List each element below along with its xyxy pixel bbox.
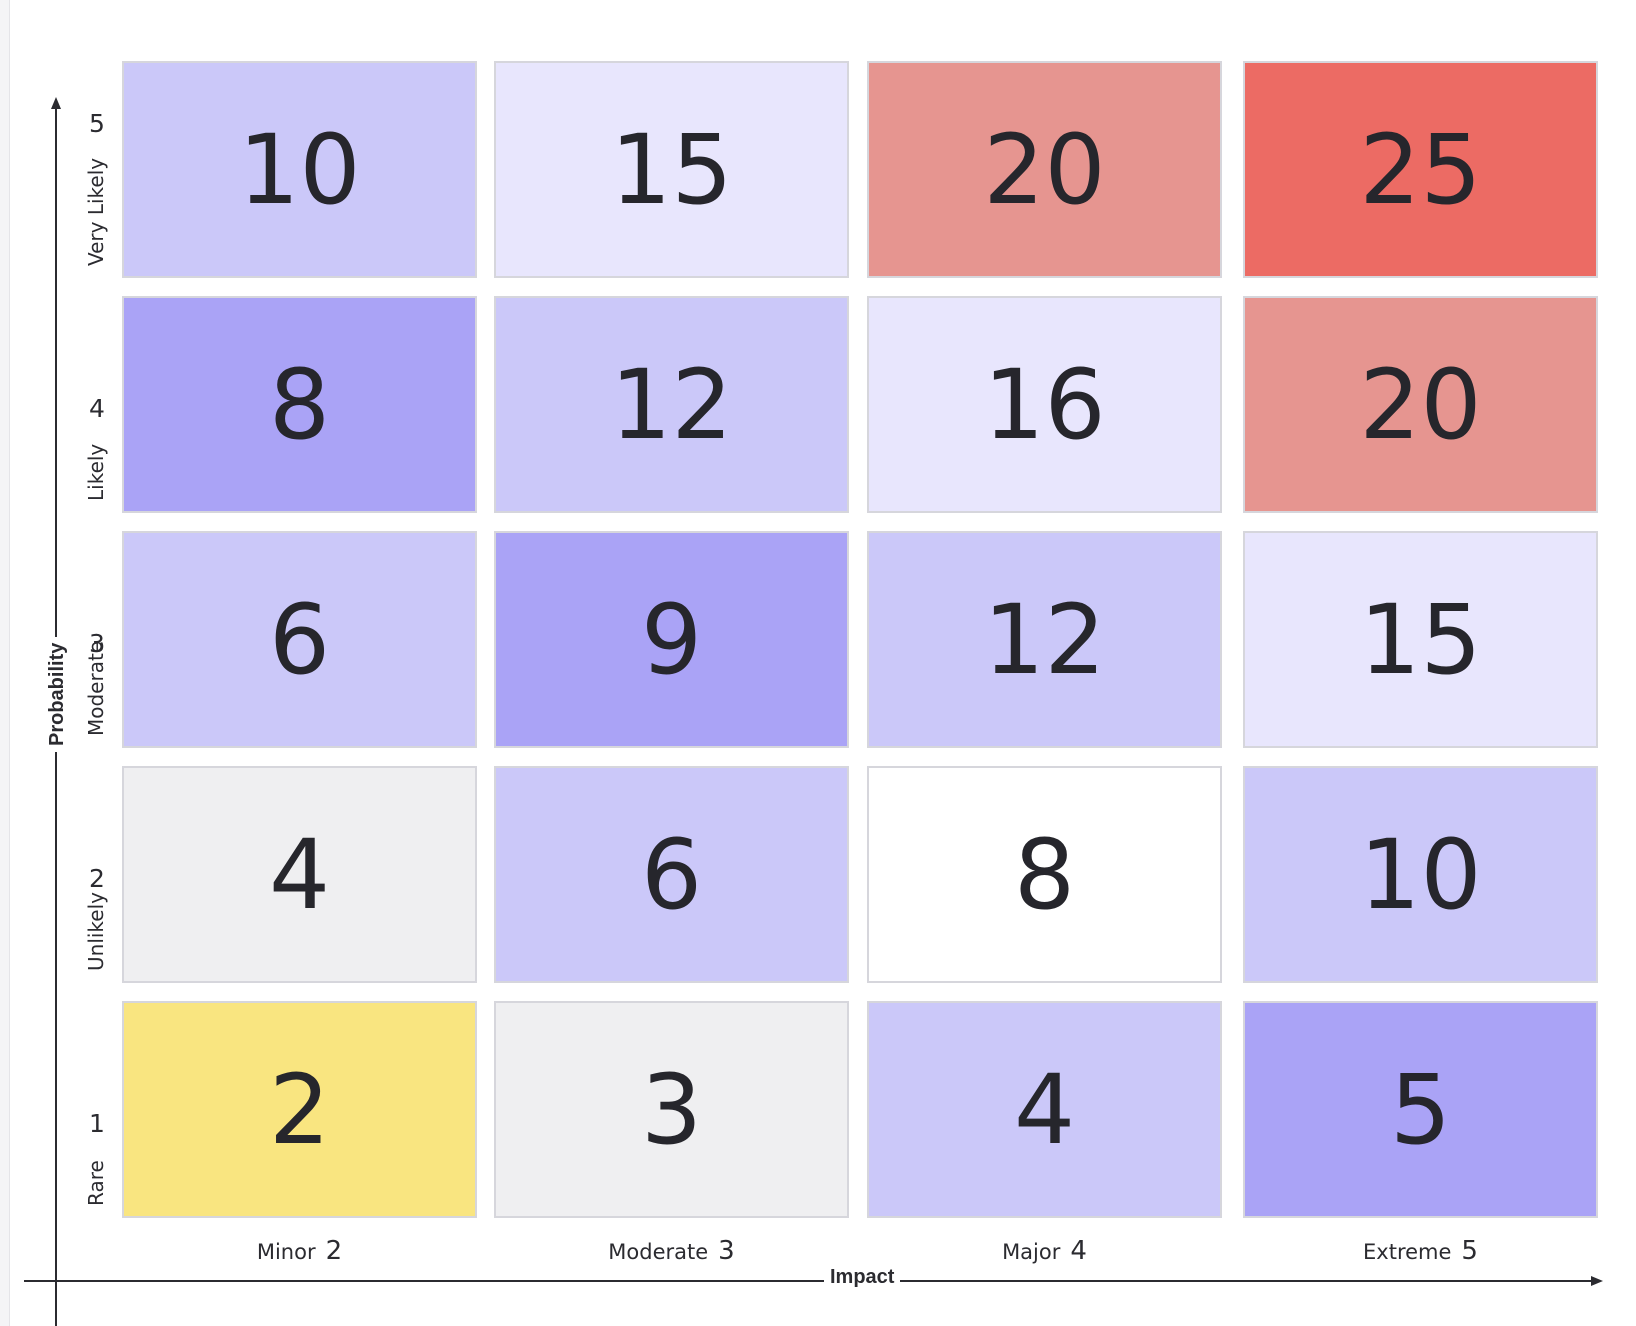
impact-level: Major 4 [867, 1236, 1222, 1270]
risk-score: 12 [983, 583, 1106, 696]
risk-cell[interactable]: 2 [122, 1001, 477, 1218]
risk-cell[interactable]: 3 [494, 1001, 849, 1218]
risk-score: 4 [1013, 1053, 1076, 1166]
risk-cell[interactable]: 20 [1243, 296, 1598, 513]
risk-cell[interactable]: 20 [867, 61, 1222, 278]
risk-cell[interactable]: 12 [867, 531, 1222, 748]
impact-value: 5 [1461, 1236, 1478, 1266]
probability-value: 2 [89, 864, 105, 893]
canvas-left-edge [0, 0, 10, 1326]
risk-score: 15 [1359, 583, 1482, 696]
risk-score: 10 [1359, 818, 1482, 931]
risk-score: 9 [640, 583, 703, 696]
risk-cell[interactable]: 10 [1243, 766, 1598, 983]
risk-cell[interactable]: 6 [494, 766, 849, 983]
probability-value: 4 [89, 394, 105, 423]
risk-score: 6 [640, 818, 703, 931]
risk-score: 2 [268, 1053, 331, 1166]
risk-score: 8 [268, 348, 331, 461]
risk-score: 5 [1389, 1053, 1452, 1166]
probability-label: Unlikely [84, 892, 108, 971]
risk-score: 20 [1359, 348, 1482, 461]
x-axis-title: Impact [824, 1266, 901, 1289]
risk-cell[interactable]: 25 [1243, 61, 1598, 278]
impact-level: Minor 2 [122, 1236, 477, 1270]
risk-cell[interactable]: 4 [122, 766, 477, 983]
impact-level: Moderate 3 [494, 1236, 849, 1270]
y-axis-arrowhead [51, 97, 61, 109]
probability-level: 1 Rare [82, 1001, 112, 1218]
impact-label: Major [1002, 1240, 1061, 1264]
risk-cell[interactable]: 15 [494, 61, 849, 278]
probability-label: Moderate [84, 640, 108, 736]
impact-label: Minor [256, 1240, 316, 1264]
impact-level: Extreme 5 [1243, 1236, 1598, 1270]
probability-value: 5 [89, 109, 105, 138]
probability-level: 4 Likely [82, 296, 112, 513]
risk-cell[interactable]: 16 [867, 296, 1222, 513]
risk-cell[interactable]: 8 [867, 766, 1222, 983]
probability-level: 2 Unlikely [82, 766, 112, 983]
risk-score: 12 [610, 348, 733, 461]
y-axis-title: Probability [46, 636, 69, 752]
risk-cell[interactable]: 4 [867, 1001, 1222, 1218]
risk-cell[interactable]: 5 [1243, 1001, 1598, 1218]
risk-score: 6 [268, 583, 331, 696]
risk-cell[interactable]: 6 [122, 531, 477, 748]
impact-label: Moderate [608, 1240, 709, 1264]
probability-value: 3 [89, 629, 105, 658]
risk-cell[interactable]: 10 [122, 61, 477, 278]
risk-score: 15 [610, 113, 733, 226]
impact-value: 3 [718, 1236, 735, 1266]
probability-level: 5 Very Likely [82, 61, 112, 278]
probability-label: Very Likely [84, 157, 108, 266]
probability-label: Rare [84, 1160, 108, 1206]
risk-score: 16 [983, 348, 1106, 461]
probability-level: 3 Moderate [82, 531, 112, 748]
impact-value: 4 [1070, 1236, 1087, 1266]
x-axis-arrowhead [1591, 1276, 1603, 1286]
risk-score: 10 [238, 113, 361, 226]
risk-cell[interactable]: 15 [1243, 531, 1598, 748]
risk-score: 3 [640, 1053, 703, 1166]
probability-label: Likely [84, 443, 108, 501]
impact-value: 2 [325, 1236, 343, 1266]
probability-value: 1 [89, 1109, 105, 1138]
impact-label: Extreme [1363, 1240, 1452, 1264]
risk-cell[interactable]: 9 [494, 531, 849, 748]
risk-score: 8 [1013, 818, 1076, 931]
risk-cell[interactable]: 8 [122, 296, 477, 513]
risk-score: 4 [268, 818, 331, 931]
risk-cell[interactable]: 12 [494, 296, 849, 513]
risk-score: 25 [1359, 113, 1482, 226]
risk-score: 20 [983, 113, 1106, 226]
